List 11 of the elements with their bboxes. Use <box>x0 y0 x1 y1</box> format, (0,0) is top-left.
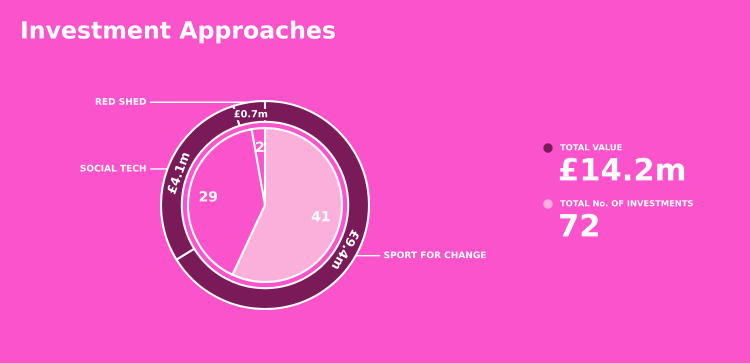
text: 72 <box>560 214 598 236</box>
legend-label: TOTAL VALUE <box>560 144 622 150</box>
chart-title: Investment Approaches <box>22 20 335 44</box>
legend-label: TOTAL No. OF INVESTMENTS <box>560 200 693 206</box>
slice-label: SPORT FOR CHANGE <box>384 251 486 258</box>
data-label: 41 <box>312 211 330 222</box>
slice-label: RED SHED <box>96 98 146 105</box>
slice-label: SOCIAL TECH <box>80 164 146 172</box>
data-label: 2 <box>256 142 264 152</box>
text: £14.2m <box>560 158 684 180</box>
data-label: 29 <box>200 191 218 202</box>
